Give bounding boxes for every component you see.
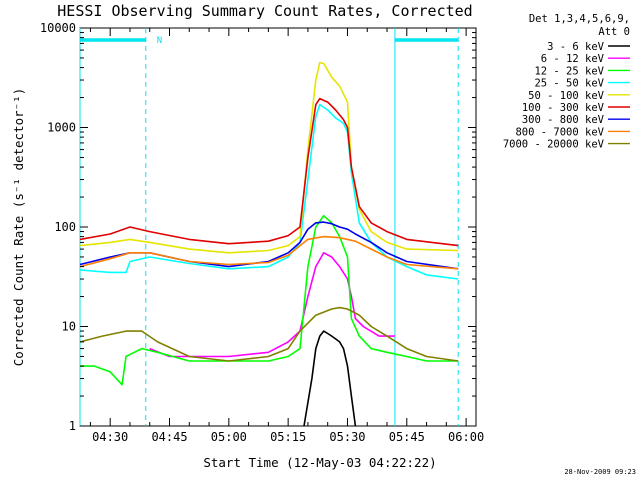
series-line-1 (303, 330, 357, 427)
x-axis: 04:30 04:45 05:00 05:15 05:30 05:45 06:00 (89, 28, 484, 444)
y-tick-label: 10 (62, 320, 76, 334)
series-line-8 (79, 235, 459, 270)
series-line-6 (79, 97, 459, 247)
x-tick-label: 05:45 (389, 430, 425, 444)
legend-label: 800 - 7000 keV (515, 126, 604, 138)
x-tick-label: 05:00 (211, 430, 247, 444)
y-tick-label: 1 (69, 419, 76, 433)
legend-label: 12 - 25 keV (534, 65, 604, 77)
x-tick-label: 05:30 (329, 430, 365, 444)
x-tick-label: 04:30 (92, 430, 128, 444)
legend-label: 6 - 12 keV (541, 53, 605, 65)
y-axis: 1 10 100 1000 10000 (40, 21, 476, 433)
y-tick-label: 1000 (47, 121, 76, 135)
series-line-9 (79, 306, 459, 362)
series-line-3 (80, 214, 459, 386)
x-axis-label: Start Time (12-May-03 04:22:22) (203, 455, 436, 470)
legend-label: 25 - 50 keV (534, 78, 604, 90)
legend-label: 7000 - 20000 keV (503, 139, 605, 151)
plot-frame (79, 27, 477, 427)
legend-label: 300 - 800 keV (522, 114, 605, 126)
annotation-layer: N (79, 28, 459, 426)
chart-title: HESSI Observing Summary Count Rates, Cor… (57, 2, 472, 20)
legend-header-line-2: Att 0 (598, 26, 630, 38)
x-tick-label: 05:15 (270, 430, 306, 444)
legend-label: 100 - 300 keV (522, 102, 605, 114)
legend-header-line-1: Det 1,3,4,5,6,9, (529, 13, 630, 25)
y-tick-label: 100 (54, 220, 76, 234)
legend-label: 3 - 6 keV (547, 41, 605, 53)
observing-bar-label: N (157, 36, 162, 46)
series-line-2 (149, 252, 395, 358)
x-tick-label: 04:45 (151, 430, 187, 444)
generated-timestamp: 28-Nov-2009 09:23 (564, 468, 636, 476)
y-tick-label: 10000 (40, 21, 76, 35)
series-layer (79, 61, 459, 427)
legend-label: 50 - 100 keV (528, 90, 605, 102)
x-tick-label: 06:00 (448, 430, 484, 444)
y-axis-label: Corrected Count Rate (s⁻¹ detector⁻¹) (11, 88, 26, 366)
plot-area: N (79, 27, 477, 427)
series-line-5 (79, 61, 459, 254)
